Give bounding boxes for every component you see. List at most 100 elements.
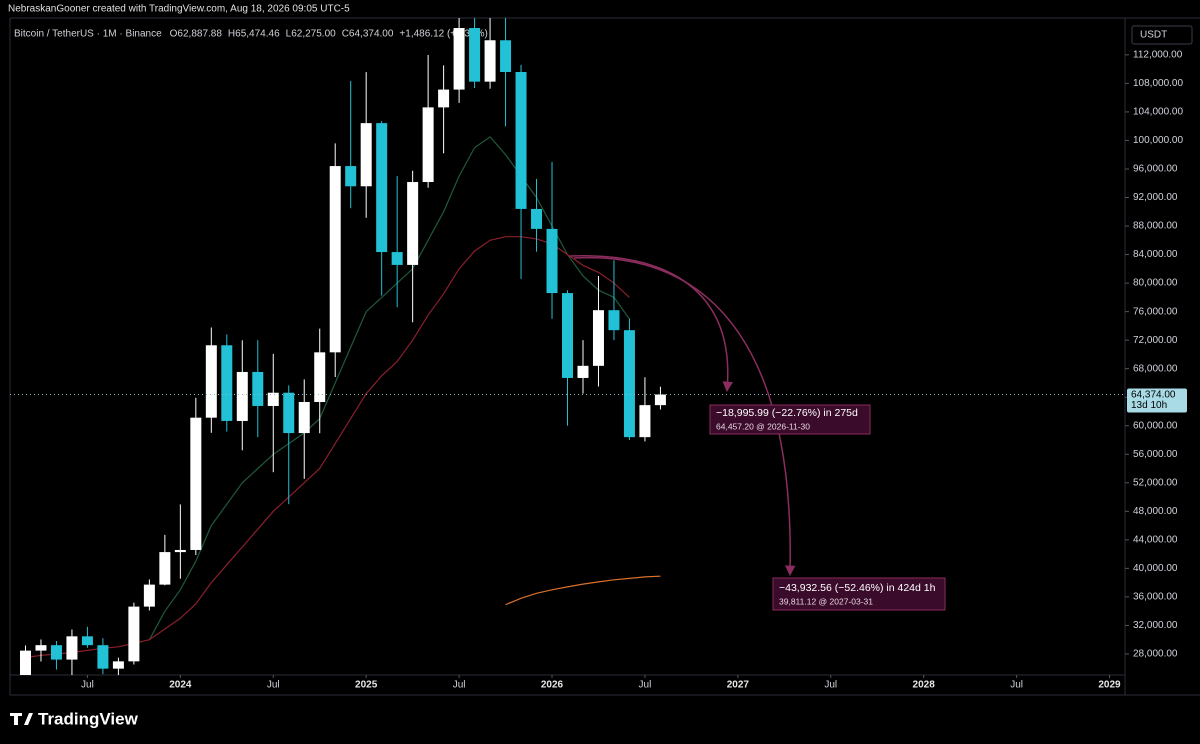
candle-body [298, 402, 310, 434]
plot-area [10, 18, 1125, 675]
x-tick-label: 2025 [355, 680, 378, 691]
symbol-legend: Bitcoin / TetherUS · 1M · Binance O62,88… [14, 29, 488, 40]
y-tick-label: 36,000.00 [1133, 592, 1178, 603]
x-tick-label: 2029 [1098, 680, 1121, 691]
y-tick-label: 96,000.00 [1133, 164, 1178, 175]
candle-body [360, 123, 372, 187]
candle-body [484, 40, 496, 82]
projection-arrow [569, 255, 733, 393]
candle-body [453, 28, 465, 90]
candle-body [252, 371, 264, 406]
candle-body [329, 166, 341, 353]
candle-body [236, 371, 248, 421]
y-tick-label: 48,000.00 [1133, 506, 1178, 517]
indicator-line [505, 575, 661, 606]
candle-body [314, 352, 326, 403]
last-price-tag [1127, 388, 1187, 413]
candle-body [221, 345, 233, 421]
ohlc-value: +1,486.12 (+2.36%) [399, 29, 487, 40]
candle-body [469, 28, 481, 82]
y-tick-label: 56,000.00 [1133, 449, 1178, 460]
ohlc-value: C64,374.00 [342, 29, 394, 40]
y-tick-label: 28,000.00 [1133, 649, 1178, 660]
candle-body [376, 123, 388, 253]
x-tick-label: Jul [267, 680, 280, 691]
x-tick-label: 2024 [169, 680, 192, 691]
x-tick-label: 2027 [727, 680, 750, 691]
y-tick-label: 112,000.00 [1133, 50, 1183, 61]
currency-box[interactable] [1131, 25, 1193, 45]
candle-body [97, 645, 109, 669]
candle-body [81, 636, 93, 646]
candle-body [128, 606, 140, 662]
x-tick-label: Jul [639, 680, 652, 691]
candle-body [283, 392, 295, 434]
y-tick-label: 76,000.00 [1133, 306, 1178, 317]
candle-body [205, 345, 217, 418]
candle-body [35, 645, 47, 651]
y-tick-label: 68,000.00 [1133, 363, 1178, 374]
candle-body [422, 107, 434, 183]
candle-body [19, 650, 31, 675]
ohlc-value: O62,887.88 [170, 29, 223, 40]
candle-body [174, 549, 186, 553]
indicator-line [25, 236, 630, 659]
candle-body [345, 166, 357, 187]
annotation-box [709, 404, 871, 435]
candle-body [515, 71, 527, 209]
candle-body [438, 89, 450, 108]
candle-body [66, 636, 78, 660]
candle-body [546, 228, 558, 294]
projection-arrow [573, 256, 796, 577]
y-tick-label: 84,000.00 [1133, 249, 1178, 260]
brand-icon [10, 713, 33, 725]
x-tick-label: Jul [81, 680, 94, 691]
candle-body [639, 405, 651, 438]
y-tick-label: 80,000.00 [1133, 278, 1178, 289]
annotation-text: −43,932.56 (−52.46%) in 424d 1h [779, 582, 936, 594]
candle-body [623, 330, 635, 438]
annotation-detail: 64,457.20 @ 2026-11-30 [716, 421, 810, 431]
candle-body [608, 310, 620, 331]
x-tick-label: 2028 [913, 680, 936, 691]
y-tick-label: 108,000.00 [1133, 78, 1183, 89]
candle-body [500, 40, 512, 72]
candle-body [143, 584, 155, 607]
last-price-label: 64,374.00 [1131, 390, 1176, 401]
y-tick-label: 52,000.00 [1133, 477, 1178, 488]
y-tick-label: 44,000.00 [1133, 534, 1178, 545]
countdown: 13d 10h [1131, 400, 1167, 411]
y-tick-label: 72,000.00 [1133, 335, 1178, 346]
candle-body [159, 552, 171, 585]
x-tick-label: Jul [824, 680, 837, 691]
candle-body [577, 365, 589, 378]
candle-body [592, 310, 604, 366]
y-tick-label: 104,000.00 [1133, 107, 1183, 118]
y-tick-label: 88,000.00 [1133, 221, 1178, 232]
candle-body [112, 661, 124, 669]
x-tick-label: 2026 [541, 680, 564, 691]
indicator-line [148, 136, 630, 640]
symbol-title: Bitcoin / TetherUS · 1M · Binance [14, 29, 162, 40]
y-tick-label: 60,000.00 [1133, 420, 1178, 431]
candle-body [531, 208, 543, 229]
y-tick-label: 100,000.00 [1133, 135, 1183, 146]
candle-body [50, 645, 62, 660]
x-tick-label: Jul [1010, 680, 1023, 691]
y-tick-label: 32,000.00 [1133, 620, 1178, 631]
brand: TradingView [38, 709, 139, 728]
brand-logo[interactable]: TradingView [10, 709, 139, 728]
candle-body [391, 252, 403, 265]
y-tick-label: 92,000.00 [1133, 192, 1178, 203]
annotation-detail: 39,811.12 @ 2027-03-31 [779, 596, 873, 606]
ohlc-value: H65,474.46 [228, 29, 280, 40]
annotation-box [772, 577, 946, 611]
x-tick-label: Jul [453, 680, 466, 691]
candle-body [562, 293, 573, 378]
annotation-text: −18,995.99 (−22.76%) in 275d [716, 407, 858, 419]
candle-body [190, 417, 202, 550]
y-tick-label: 40,000.00 [1133, 563, 1178, 574]
candle-body [407, 182, 419, 265]
